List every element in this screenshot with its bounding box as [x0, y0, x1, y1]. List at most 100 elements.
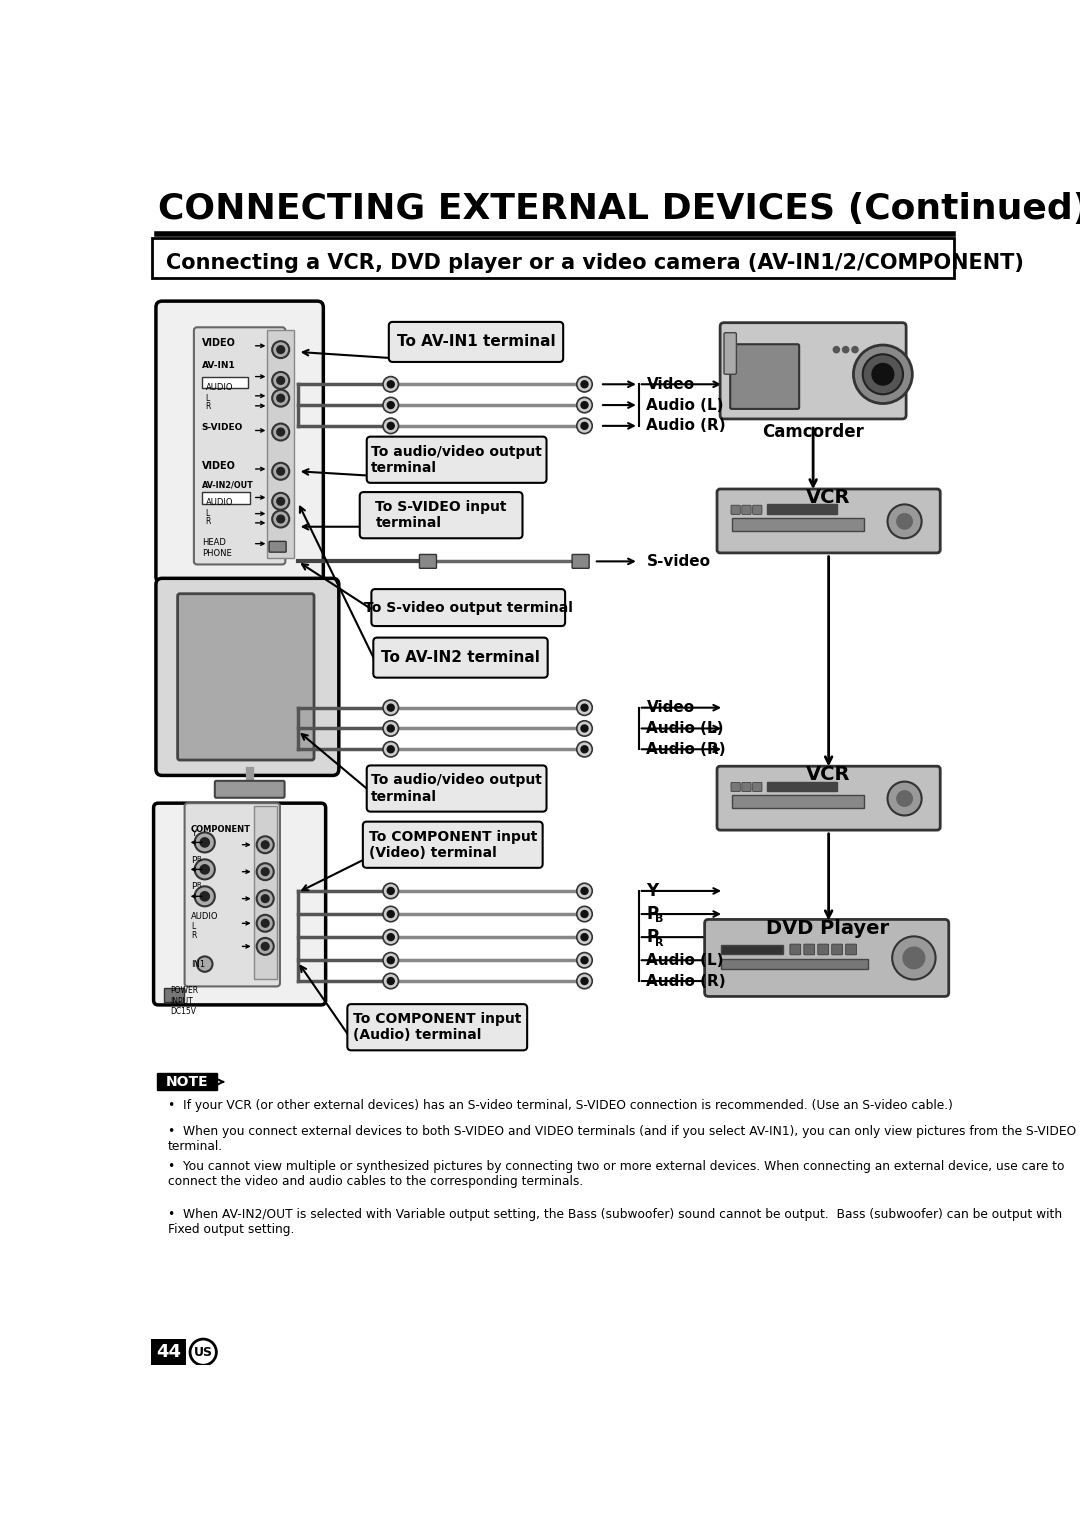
Text: AV-IN2/OUT: AV-IN2/OUT: [202, 480, 254, 489]
Circle shape: [257, 914, 273, 931]
FancyBboxPatch shape: [156, 578, 339, 776]
Text: AUDIO: AUDIO: [205, 384, 233, 391]
Circle shape: [581, 746, 588, 753]
Circle shape: [194, 833, 215, 853]
Circle shape: [896, 514, 913, 529]
Text: Video: Video: [647, 700, 694, 715]
Circle shape: [903, 946, 924, 968]
Circle shape: [383, 930, 399, 945]
Text: P: P: [191, 882, 197, 891]
FancyBboxPatch shape: [360, 492, 523, 538]
Circle shape: [577, 376, 592, 393]
Circle shape: [581, 888, 588, 894]
Circle shape: [577, 884, 592, 899]
Circle shape: [577, 953, 592, 968]
FancyBboxPatch shape: [732, 796, 864, 808]
Circle shape: [577, 907, 592, 922]
Text: VCR: VCR: [807, 488, 851, 508]
Text: Y: Y: [191, 828, 197, 838]
Circle shape: [888, 505, 921, 538]
FancyBboxPatch shape: [730, 344, 799, 410]
FancyBboxPatch shape: [720, 322, 906, 419]
FancyBboxPatch shape: [269, 542, 286, 552]
Circle shape: [272, 390, 289, 407]
Circle shape: [383, 741, 399, 756]
FancyBboxPatch shape: [202, 492, 249, 503]
Circle shape: [388, 957, 394, 963]
Text: Audio (L): Audio (L): [647, 721, 724, 736]
FancyBboxPatch shape: [367, 437, 546, 483]
FancyBboxPatch shape: [721, 959, 868, 969]
FancyBboxPatch shape: [153, 804, 326, 1005]
Circle shape: [581, 934, 588, 940]
Circle shape: [577, 419, 592, 434]
Circle shape: [388, 704, 394, 712]
Circle shape: [842, 347, 849, 353]
Text: Audio (R): Audio (R): [647, 419, 726, 434]
Text: VIDEO: VIDEO: [202, 337, 235, 348]
FancyBboxPatch shape: [367, 765, 546, 811]
Circle shape: [261, 919, 269, 927]
Circle shape: [581, 402, 588, 408]
Circle shape: [581, 380, 588, 388]
Circle shape: [863, 354, 903, 394]
Text: To S-video output terminal: To S-video output terminal: [364, 601, 572, 615]
Text: R: R: [205, 402, 211, 411]
Circle shape: [194, 887, 215, 907]
FancyBboxPatch shape: [768, 505, 837, 514]
Text: IN1: IN1: [191, 960, 205, 969]
Circle shape: [257, 890, 273, 907]
Text: B: B: [197, 856, 201, 862]
FancyBboxPatch shape: [732, 518, 864, 531]
FancyBboxPatch shape: [202, 376, 248, 388]
Text: Audio (L): Audio (L): [647, 397, 724, 413]
FancyBboxPatch shape: [724, 333, 737, 374]
Circle shape: [194, 859, 215, 879]
Circle shape: [581, 911, 588, 917]
Text: To COMPONENT input
(Video) terminal: To COMPONENT input (Video) terminal: [368, 830, 537, 861]
Circle shape: [272, 492, 289, 509]
Circle shape: [272, 371, 289, 390]
Circle shape: [853, 345, 913, 403]
Circle shape: [388, 380, 394, 388]
Circle shape: [383, 721, 399, 736]
FancyBboxPatch shape: [753, 782, 762, 792]
Circle shape: [272, 423, 289, 440]
Circle shape: [577, 930, 592, 945]
Text: VCR: VCR: [807, 765, 851, 784]
Circle shape: [257, 836, 273, 853]
Circle shape: [872, 364, 894, 385]
Circle shape: [272, 341, 289, 357]
Text: Audio (R): Audio (R): [647, 974, 726, 988]
Circle shape: [577, 700, 592, 715]
Circle shape: [276, 345, 284, 353]
FancyBboxPatch shape: [363, 822, 542, 868]
FancyBboxPatch shape: [753, 505, 762, 514]
Circle shape: [276, 376, 284, 385]
Text: Y: Y: [647, 882, 659, 900]
FancyBboxPatch shape: [818, 943, 828, 954]
FancyBboxPatch shape: [150, 1339, 186, 1365]
FancyBboxPatch shape: [731, 505, 740, 514]
Circle shape: [388, 888, 394, 894]
Text: R: R: [191, 931, 197, 940]
Circle shape: [577, 397, 592, 413]
FancyBboxPatch shape: [717, 765, 941, 830]
Circle shape: [388, 422, 394, 430]
Text: B: B: [656, 914, 663, 925]
Text: CONNECTING EXTERNAL DEVICES (Continued): CONNECTING EXTERNAL DEVICES (Continued): [159, 192, 1080, 225]
Circle shape: [276, 515, 284, 523]
Text: R: R: [205, 517, 211, 526]
Circle shape: [388, 911, 394, 917]
Circle shape: [852, 347, 859, 353]
Text: AUDIO: AUDIO: [191, 911, 218, 920]
Circle shape: [388, 726, 394, 732]
Circle shape: [577, 974, 592, 989]
Text: L: L: [191, 922, 195, 931]
FancyBboxPatch shape: [742, 505, 751, 514]
FancyBboxPatch shape: [267, 330, 294, 557]
Text: S-video: S-video: [647, 554, 711, 569]
FancyBboxPatch shape: [164, 988, 184, 1002]
Circle shape: [581, 422, 588, 430]
Circle shape: [896, 792, 913, 807]
